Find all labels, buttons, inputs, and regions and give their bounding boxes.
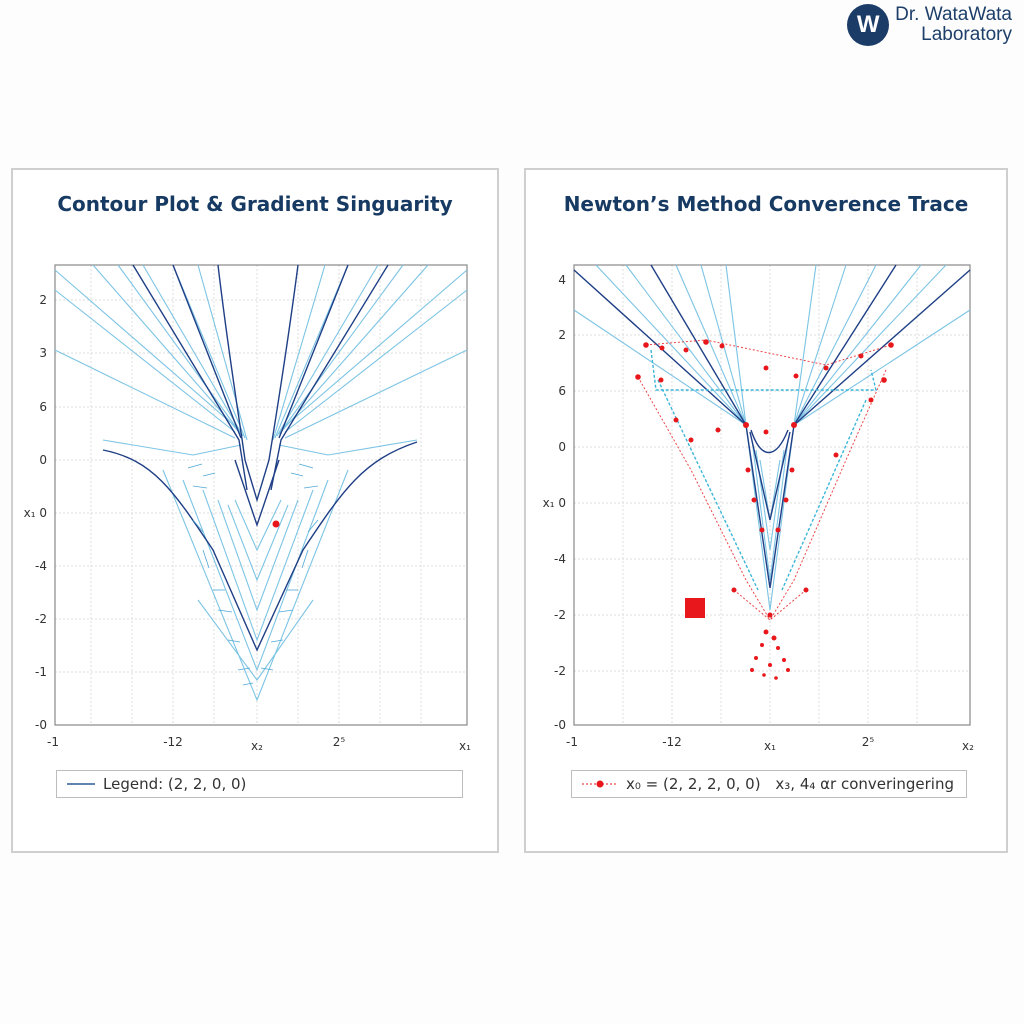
svg-text:2: 2 [39, 293, 47, 307]
grid-lines [574, 265, 970, 725]
svg-text:0: 0 [39, 453, 47, 467]
svg-text:-12: -12 [163, 735, 183, 749]
svg-text:x₁: x₁ [764, 739, 776, 753]
brand-name: Dr. WataWata Laboratory [895, 5, 1012, 45]
svg-text:6: 6 [39, 400, 47, 414]
svg-text:-0: -0 [554, 718, 566, 732]
svg-text:-0: -0 [35, 718, 47, 732]
svg-text:x₂: x₂ [962, 739, 974, 753]
newton-legend-tail: x₃, 4₄ αr converingering [775, 775, 954, 793]
svg-text:x₁: x₁ [459, 739, 471, 753]
svg-text:-2: -2 [554, 608, 566, 622]
svg-text:-4: -4 [554, 552, 566, 566]
brand-line-1: Dr. WataWata [895, 4, 1012, 25]
svg-text:2⁵: 2⁵ [862, 735, 875, 749]
legend-red-dot-icon [582, 780, 618, 788]
grid-lines [55, 265, 467, 725]
contour-plot-title: Contour Plot & Gradient Singuarity [57, 192, 453, 216]
svg-text:-2: -2 [35, 612, 47, 626]
svg-text:0: 0 [558, 440, 566, 454]
contour-legend: Legend: (2, 2, 0, 0) [56, 770, 463, 798]
svg-text:3: 3 [39, 346, 47, 360]
svg-text:2: 2 [558, 328, 566, 342]
lab-logo-icon: W [847, 4, 890, 46]
contour-plot-chart: 2 3 6 0 x₁ 0 -4 -2 -1 -0 -1 -12 x₂ 2⁵ x₁ [24, 264, 471, 753]
singularity-point [272, 520, 280, 528]
svg-text:4: 4 [558, 273, 566, 287]
newton-legend: x₀ = (2, 2, 2, 0, 0) x₃, 4₄ αr convering… [571, 770, 967, 798]
contour-plot-panel: Contour Plot & Gradient Singuarity [11, 168, 499, 853]
newton-legend-label: x₀ = (2, 2, 2, 0, 0) [626, 775, 761, 793]
contour-legend-label: Legend: (2, 2, 0, 0) [103, 775, 247, 793]
newton-trace-cyan [650, 349, 877, 591]
gradient-arrows [187, 463, 319, 686]
svg-text:x₁ 0: x₁ 0 [24, 506, 47, 520]
svg-text:2⁵: 2⁵ [333, 735, 346, 749]
svg-text:-4: -4 [35, 559, 47, 573]
svg-text:-1: -1 [35, 665, 47, 679]
svg-text:6: 6 [558, 384, 566, 398]
svg-text:-1: -1 [566, 735, 578, 749]
brand-line-2: Laboratory [921, 24, 1012, 45]
svg-text:x₂: x₂ [251, 739, 263, 753]
newton-trace-chart: 4 2 6 0 x₁ 0 -4 -2 -2 -0 -1 -12 x₁ 2⁵ x₂ [543, 264, 974, 753]
svg-text:x₁ 0: x₁ 0 [543, 496, 566, 510]
contour-lines-light [54, 264, 468, 702]
svg-text:-12: -12 [662, 735, 682, 749]
newton-iterates [635, 339, 894, 680]
newton-trace-panel: Newton’s Method Converence Trace [524, 168, 1008, 853]
brand-header: W Dr. WataWata Laboratory [847, 4, 1012, 46]
contour-lines-light [573, 264, 971, 611]
newton-trace-red [637, 339, 892, 621]
contour-lines-dark [102, 264, 418, 652]
start-marker-square [685, 598, 705, 618]
svg-text:-2: -2 [554, 664, 566, 678]
svg-text:-1: -1 [47, 735, 59, 749]
legend-line-icon [67, 783, 95, 785]
newton-trace-title: Newton’s Method Converence Trace [563, 192, 969, 216]
